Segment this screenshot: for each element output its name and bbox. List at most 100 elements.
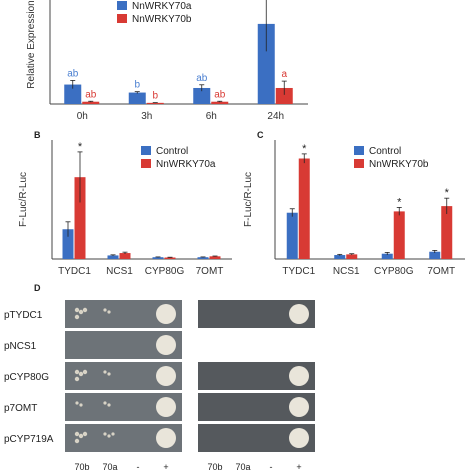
legend-swatch xyxy=(354,146,364,155)
significance-star: * xyxy=(397,196,402,208)
x-tick-label: TYDC1 xyxy=(282,266,315,277)
bar xyxy=(193,87,211,104)
colony-spot xyxy=(156,366,176,386)
bar xyxy=(346,254,358,259)
colony-spot xyxy=(156,304,176,324)
legend-swatch xyxy=(117,1,127,10)
colony-dot xyxy=(107,403,111,407)
bar xyxy=(128,92,146,104)
bar xyxy=(152,257,164,259)
promoter-label: pNCS1 xyxy=(4,341,37,352)
bar xyxy=(119,253,131,259)
x-tick-label: NCS1 xyxy=(333,266,360,277)
colony-dot xyxy=(75,401,79,405)
chart-b-luciferase-70a: F-Luc/R-Luc B TYDC1 * NCS1 CYP80G 7OMT Control N… xyxy=(18,130,232,277)
significance-letter: b xyxy=(152,91,158,102)
colony-spot xyxy=(289,397,309,417)
y-axis-label: Relative Expression xyxy=(26,0,37,88)
legend-label: Control xyxy=(369,146,401,157)
panel-label: D xyxy=(34,283,41,293)
colony-dot xyxy=(107,310,111,314)
colony-dot xyxy=(74,431,80,437)
colony-dot xyxy=(74,376,80,382)
panel-label: C xyxy=(257,130,264,140)
colony-spot xyxy=(156,397,176,417)
colony-dot xyxy=(78,433,84,439)
bar xyxy=(209,256,221,259)
significance-star: * xyxy=(78,141,83,153)
bar xyxy=(64,84,82,104)
promoter-label: pCYP80G xyxy=(4,372,49,383)
x-tick-label: CYP80G xyxy=(374,266,414,277)
bar xyxy=(429,251,441,259)
colony-dot xyxy=(107,434,111,438)
colony-dot xyxy=(103,308,107,312)
significance-letter: ab xyxy=(196,73,208,84)
x-tick-label: 0h xyxy=(77,111,88,122)
bar xyxy=(146,102,164,104)
column-label: 70a xyxy=(102,462,117,472)
colony-dot xyxy=(107,372,111,376)
bar xyxy=(107,255,119,259)
significance-letter: b xyxy=(134,80,140,91)
chart-a-relative-expression: Relative Expression0habab3hbb6habab24haa… xyxy=(26,0,308,122)
bar xyxy=(62,229,74,259)
colony-dot xyxy=(74,369,80,375)
colony-dot xyxy=(79,403,83,407)
chart-c-luciferase-70b: F-Luc/R-Luc C TYDC1 * NCS1 CYP80G * 7OMT * Contro… xyxy=(243,130,465,277)
x-tick-label: 7OMT xyxy=(196,266,224,277)
column-label: - xyxy=(137,462,140,472)
x-tick-label: TYDC1 xyxy=(58,266,91,277)
colony-dot xyxy=(74,314,80,320)
colony-dot xyxy=(103,432,107,436)
column-label: + xyxy=(296,462,301,472)
colony-dot xyxy=(74,438,80,444)
bar xyxy=(211,101,229,104)
significance-star: * xyxy=(445,187,450,199)
bar xyxy=(441,206,453,259)
x-tick-label: 7OMT xyxy=(427,266,455,277)
bar xyxy=(286,212,298,259)
bar xyxy=(164,257,176,259)
bar xyxy=(275,87,293,104)
column-label: 70b xyxy=(207,462,222,472)
bar xyxy=(74,177,86,259)
x-tick-label: 24h xyxy=(267,111,284,122)
legend-swatch xyxy=(354,159,364,168)
colony-dot xyxy=(82,431,88,437)
column-label: 70b xyxy=(74,462,89,472)
legend-label: NnWRKY70a xyxy=(132,1,192,12)
legend-label: NnWRKY70a xyxy=(156,159,216,170)
bar xyxy=(334,255,346,259)
significance-star: * xyxy=(302,143,307,155)
significance-letter: a xyxy=(281,69,287,80)
panel-label: B xyxy=(34,130,41,140)
legend-label: Control xyxy=(156,146,188,157)
significance-letter: ab xyxy=(85,89,97,100)
colony-dot xyxy=(78,371,84,377)
x-tick-label: 3h xyxy=(141,111,152,122)
colony-dot xyxy=(74,307,80,313)
colony-spot xyxy=(289,366,309,386)
colony-dot xyxy=(82,307,88,313)
legend-swatch xyxy=(141,159,151,168)
column-label: - xyxy=(270,462,273,472)
x-tick-label: 6h xyxy=(206,111,217,122)
legend-swatch xyxy=(141,146,151,155)
legend-label: NnWRKY70b xyxy=(132,14,192,25)
y-axis-label: F-Luc/R-Luc xyxy=(243,172,254,227)
bar xyxy=(82,101,100,104)
promoter-label: pTYDC1 xyxy=(4,310,43,321)
colony-spot xyxy=(289,304,309,324)
colony-dot xyxy=(103,370,107,374)
bar xyxy=(298,158,310,259)
colony-spot xyxy=(156,428,176,448)
column-label: 70a xyxy=(235,462,250,472)
colony-spot xyxy=(156,335,176,355)
colony-dot xyxy=(111,432,115,436)
promoter-label: p7OMT xyxy=(4,403,37,414)
legend-label: NnWRKY70b xyxy=(369,159,429,170)
promoter-label: pCYP719A xyxy=(4,434,54,445)
colony-dot xyxy=(82,369,88,375)
